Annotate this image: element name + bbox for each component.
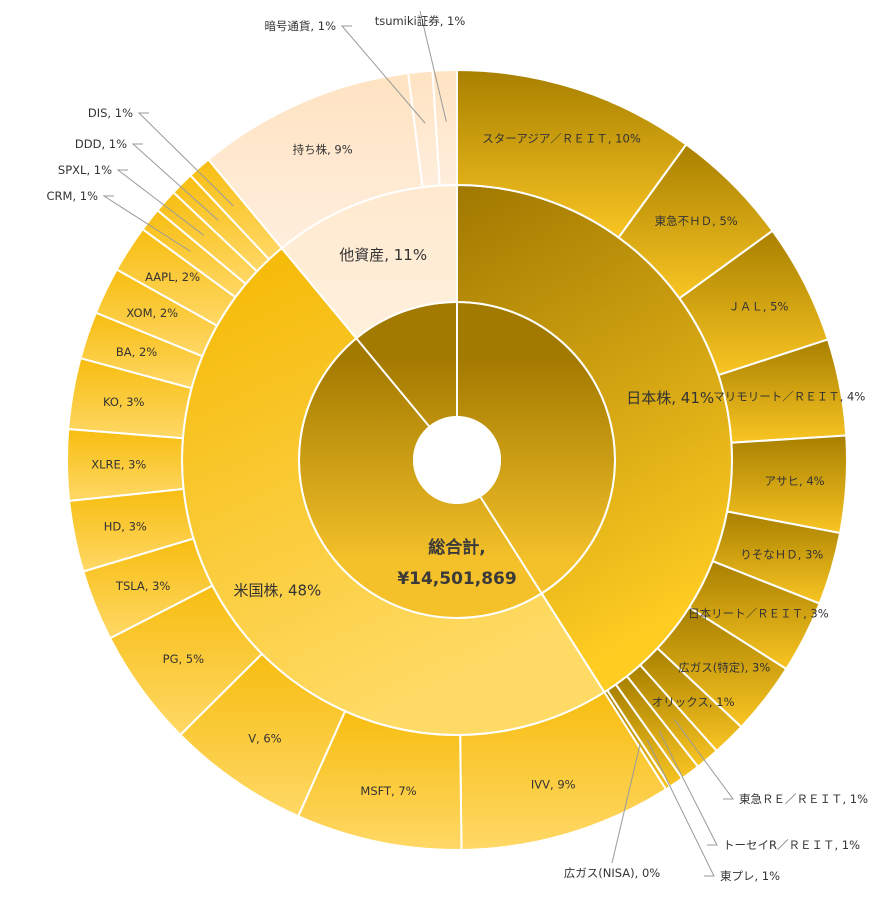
leader-lines — [102, 10, 734, 877]
holding-label-xlre: XLRE, 3% — [91, 457, 146, 471]
holding-label-ko: KO, 3% — [103, 395, 145, 409]
holding-label-持ち株: 持ち株, 9% — [293, 143, 353, 157]
holding-segment-tsumiki証券 — [431, 68, 458, 187]
leader-line-暗号通貨 — [340, 25, 426, 124]
category-label-他資産: 他資産, 11% — [339, 246, 427, 264]
holding-label-xom: XOM, 2% — [126, 306, 178, 320]
holding-label-東プレ: 東プレ, 1% — [720, 869, 780, 883]
holding-label-広ガス-nisa: 広ガス(NISA), 0% — [564, 866, 660, 880]
holding-label-spxl: SPXL, 1% — [58, 163, 112, 177]
holding-label-aapl: AAPL, 2% — [145, 270, 200, 284]
center-total-value: ¥14,501,869 — [397, 569, 516, 589]
holding-label-crm: CRM, 1% — [47, 189, 99, 203]
holding-label-りそなｈｄ: りそなＨＤ, 3% — [740, 547, 823, 561]
center-hole — [413, 416, 501, 504]
leader-line-crm — [102, 195, 191, 252]
leader-line-ddd — [131, 143, 219, 221]
holding-label-東急ｒｅ／ｒｅｉｔ: 東急ＲＥ／ＲＥＩＴ, 1% — [739, 792, 868, 806]
leader-line-東プレ — [646, 739, 715, 877]
leader-line-dis — [137, 112, 234, 207]
holding-label-ba: BA, 2% — [116, 345, 157, 359]
holding-label-ddd: DDD, 1% — [75, 137, 127, 151]
center-title: 総合計, — [428, 537, 485, 558]
holding-label-dis: DIS, 1% — [88, 106, 133, 120]
total-ring-divider — [355, 337, 430, 427]
holding-label-pg: PG, 5% — [163, 652, 204, 666]
holding-label-アサヒ: アサヒ, 4% — [765, 474, 825, 488]
holding-label-マリモリート／ｒｅｉｔ: マリモリート／ＲＥＩＴ, 4% — [713, 390, 865, 404]
holding-label-スターアジア／ｒｅｉｔ: スターアジア／ＲＥＩＴ, 10% — [482, 131, 641, 145]
category-ring — [181, 183, 733, 736]
holding-label-広ガス-特定: 広ガス(特定), 3% — [678, 660, 770, 674]
holding-label-msft: MSFT, 7% — [360, 784, 416, 798]
leader-line-トーセイr／ｒｅｉｔ — [658, 730, 718, 846]
holding-label-トーセイr／ｒｅｉｔ: トーセイR／ＲＥＩＴ, 1% — [723, 838, 860, 852]
category-label-米国株: 米国株, 48% — [233, 581, 321, 599]
center-label: 総合計, ¥14,501,869 — [397, 537, 516, 589]
holding-label-オリックス: オリックス, 1% — [652, 695, 735, 709]
holding-label-ivv: IVV, 9% — [531, 777, 576, 791]
holding-label-日本リート／ｒｅｉｔ: 日本リート／ＲＥＩＴ, 3% — [688, 607, 829, 621]
category-label-日本株: 日本株, 41% — [626, 389, 714, 407]
holding-label-hd: HD, 3% — [104, 519, 147, 533]
holding-label-暗号通貨: 暗号通貨, 1% — [264, 19, 336, 33]
holding-ring — [66, 68, 848, 851]
leader-line-広ガス-nisa — [611, 744, 641, 864]
segment-labels: 日本株, 41% スターアジア／ＲＥＩＴ, 10% 東急不ＨＤ, 5% ＪＡＬ, 5%… — [47, 14, 869, 883]
leader-line-spxl — [116, 169, 205, 236]
leader-line-東急ｒｅ／ｒｅｉｔ — [673, 718, 734, 800]
leader-line-tsumiki証券 — [419, 10, 447, 123]
holding-label-東急不ｈｄ: 東急不ＨＤ, 5% — [655, 214, 738, 228]
total-ring-divider — [479, 496, 543, 594]
holding-label-ｊａｌ: ＪＡＬ, 5% — [728, 299, 788, 313]
holding-label-v: V, 6% — [248, 731, 281, 745]
holding-label-tsumiki証券: tsumiki証券, 1% — [375, 14, 466, 28]
holding-label-tsla: TSLA, 3% — [115, 579, 170, 593]
